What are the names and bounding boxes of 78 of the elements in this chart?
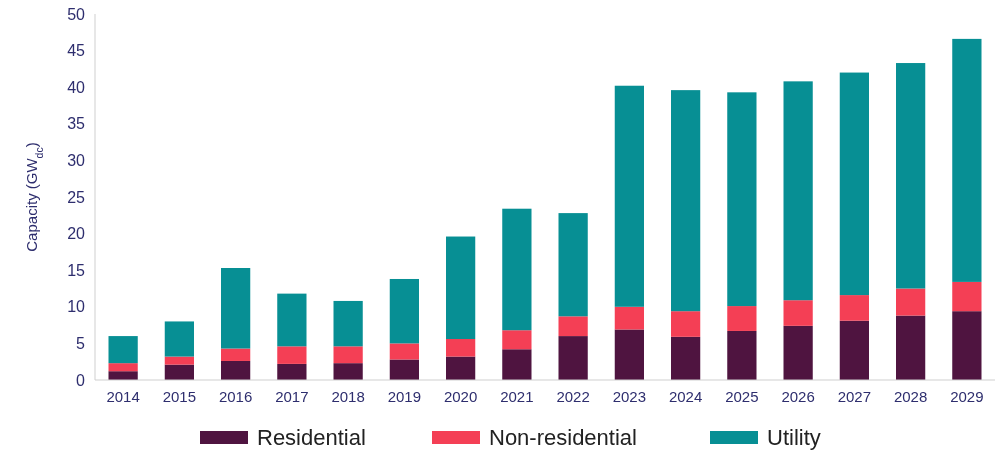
bar — [896, 63, 926, 289]
bar — [952, 311, 982, 380]
bar — [896, 315, 926, 380]
bar — [108, 363, 138, 372]
bar — [671, 90, 701, 312]
bar — [164, 356, 194, 365]
bar — [446, 356, 476, 380]
bar — [389, 278, 419, 344]
x-tick-label: 2017 — [275, 388, 309, 405]
bar — [333, 363, 363, 380]
y-tick-label: 15 — [67, 261, 86, 279]
bar — [277, 346, 307, 364]
bar — [277, 363, 307, 380]
bar — [164, 364, 194, 380]
bar — [671, 311, 701, 337]
bar — [783, 81, 813, 301]
y-tick-label: 50 — [67, 5, 86, 23]
bar — [164, 321, 194, 357]
bar — [333, 346, 363, 364]
bar — [389, 359, 419, 380]
bar — [783, 300, 813, 326]
bar — [558, 213, 588, 317]
x-tick-label: 2029 — [950, 388, 984, 405]
y-tick-label: 0 — [76, 371, 86, 389]
y-tick-label: 35 — [67, 115, 86, 133]
x-tick-label: 2024 — [668, 388, 703, 405]
bar — [952, 38, 982, 282]
x-tick-label: 2016 — [218, 388, 253, 405]
bar — [221, 268, 251, 349]
legend-label: Non-residential — [489, 424, 637, 450]
bar — [727, 92, 757, 307]
bar — [221, 348, 251, 361]
bar — [952, 281, 982, 312]
y-tick-label: 45 — [67, 42, 86, 60]
bar — [614, 306, 644, 330]
bar — [558, 316, 588, 337]
bar — [277, 293, 307, 347]
legend-label: Utility — [767, 424, 821, 450]
x-tick-label: 2028 — [893, 388, 928, 405]
bar — [614, 85, 644, 307]
y-tick-label: 40 — [67, 78, 86, 96]
bar — [502, 208, 532, 331]
x-tick-label: 2027 — [837, 388, 872, 405]
bar — [389, 343, 419, 360]
bar — [446, 236, 476, 340]
x-tick-label: 2022 — [556, 388, 590, 405]
x-tick-label: 2020 — [443, 388, 478, 405]
bar — [783, 325, 813, 380]
x-tick-label: 2014 — [106, 388, 140, 405]
y-tick-label: 20 — [67, 225, 86, 243]
bar — [446, 339, 476, 357]
x-tick-label: 2026 — [781, 388, 815, 405]
bar — [108, 371, 138, 380]
legend-label: Residential — [257, 424, 366, 450]
bar — [839, 72, 869, 296]
x-tick-label: 2019 — [387, 388, 422, 405]
x-tick-label: 2025 — [725, 388, 759, 405]
x-tick-label: 2023 — [612, 388, 647, 405]
y-tick-label: 5 — [76, 335, 86, 352]
x-tick-label: 2018 — [331, 388, 365, 405]
bar — [727, 306, 757, 331]
bar — [333, 300, 363, 347]
bar — [671, 336, 701, 380]
bar — [839, 295, 869, 321]
y-tick-label: 10 — [67, 298, 86, 316]
bar — [614, 329, 644, 380]
bar — [558, 336, 588, 380]
bar — [839, 320, 869, 380]
y-tick-label: 30 — [67, 152, 86, 169]
bar — [896, 288, 926, 316]
x-tick-label: 2021 — [500, 388, 534, 405]
bar — [502, 330, 532, 350]
y-tick-label: 25 — [67, 188, 86, 206]
bar — [502, 349, 532, 380]
x-tick-label: 2015 — [162, 388, 197, 405]
bar — [727, 330, 757, 380]
bar — [221, 360, 251, 380]
bar — [108, 336, 138, 364]
